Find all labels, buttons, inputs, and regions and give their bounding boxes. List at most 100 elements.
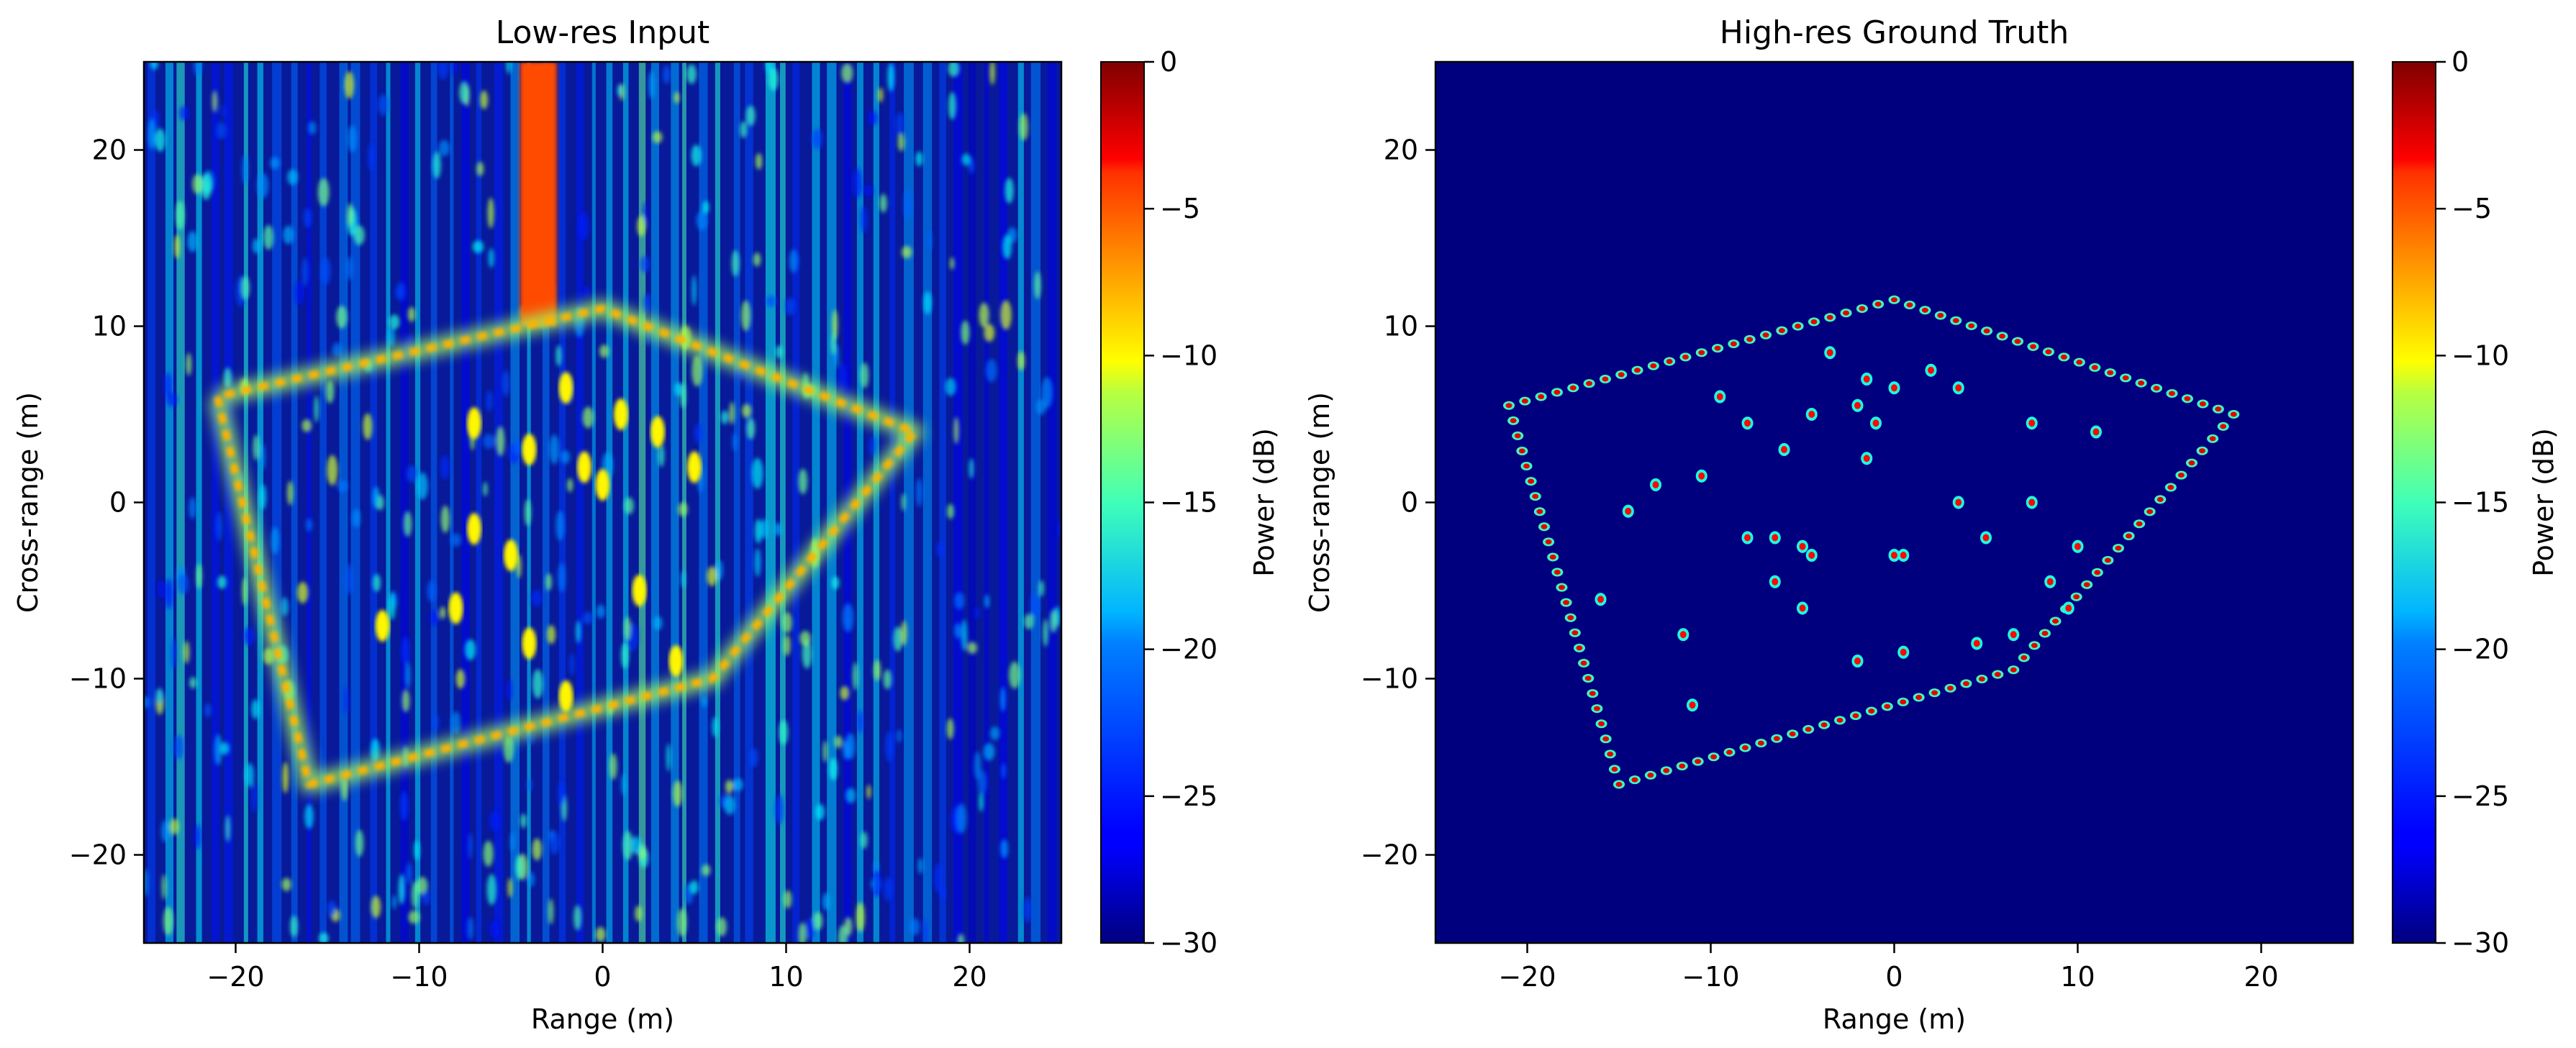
speckle [732,433,738,452]
stripe [339,62,348,943]
scatterer [467,407,481,439]
speckle [263,224,274,250]
speckle [863,184,873,197]
scatterer [1808,552,1815,559]
speckle [157,580,165,598]
speckle [923,291,932,315]
heatmap-background [1436,62,2353,943]
speckle [746,418,756,439]
colorbar-tick-label: −10 [2452,340,2509,371]
speckle [689,880,699,894]
speckle [253,238,260,254]
speckle [893,626,903,652]
speckle [524,498,531,527]
speckle [878,87,884,103]
stripe [939,62,946,943]
speckle [879,193,887,213]
speckle [371,738,380,762]
x-axis-label: Range (m) [1823,1003,1966,1035]
speckle [852,168,863,199]
speckle [260,443,266,470]
speckle [624,497,634,515]
speckle [901,620,907,646]
speckle [721,410,729,424]
speckle [242,155,248,185]
speckle [555,510,565,542]
scatterer [1928,366,1934,374]
edge-scatterer [1663,767,1670,773]
speckle [989,726,1000,740]
speckle [417,472,428,500]
speckle [948,62,960,77]
stripe [765,62,776,943]
edge-scatterer [1852,713,1859,719]
edge-scatterer [1789,731,1796,737]
speckle [691,275,697,306]
edge-scatterer [1572,630,1579,636]
speckle [666,743,671,772]
stripe [671,62,679,943]
edge-scatterer [2045,349,2052,355]
speckle [327,455,338,486]
scatterer [577,451,591,483]
speckle [883,669,892,690]
speckle [840,685,850,701]
speckle [242,577,248,606]
speckle [983,742,995,761]
stripe [291,62,298,943]
speckle [834,344,840,368]
stripe [558,62,566,943]
y-axis-ticks: −20 −10 0 10 20 [1361,135,1436,871]
speckle [297,582,309,603]
speckle [658,444,665,468]
scatterer [1652,481,1659,488]
edge-scatterer [1554,570,1561,575]
speckle [337,480,348,493]
stripe [165,62,174,943]
edge-scatterer [1615,782,1623,787]
edge-scatterer [2021,655,2028,660]
speckle [838,924,848,943]
speckle [691,145,702,167]
chart-title: Low-res Input [496,14,710,51]
speckle [961,619,968,652]
speckle [224,368,232,388]
speckle [1030,592,1040,619]
speckle [372,486,380,509]
edge-scatterer [2073,594,2080,600]
scatterer [1808,411,1815,418]
edge-scatterer [2091,365,2098,370]
stripe [873,62,879,943]
stripe [450,62,454,943]
speckle [344,71,354,99]
stripe [922,62,933,943]
edge-scatterer [2126,533,2133,539]
edge-scatterer [1602,736,1610,742]
speckle [402,689,410,713]
scatterer [1772,578,1779,585]
scatterer [2092,428,2100,436]
low-res-input-panel: Low-res Input −20 −10 0 10 20 −20 −10 0 10 20 Ra… [12,14,1280,1035]
speckle [503,736,514,763]
speckle [798,468,808,495]
y-tick-label: 10 [1384,311,1418,342]
speckle [427,580,436,602]
speckle [155,128,165,152]
stripe [699,62,708,943]
speckle [401,636,410,665]
edge-scatterer [2199,448,2206,454]
y-tick-label: −10 [69,663,127,695]
scatterer [522,627,537,660]
stripe [307,62,312,943]
edge-scatterer [1778,328,1785,334]
stripe [715,62,720,943]
edge-scatterer [2209,436,2216,442]
edge-scatterer [1805,726,1812,732]
edge-scatterer [1968,323,1975,329]
stripe [780,62,786,943]
speckle [407,465,417,483]
edge-scatterer [2188,460,2195,466]
speckle [902,245,912,259]
x-tick-label: 0 [1885,961,1902,993]
speckle [756,152,763,170]
